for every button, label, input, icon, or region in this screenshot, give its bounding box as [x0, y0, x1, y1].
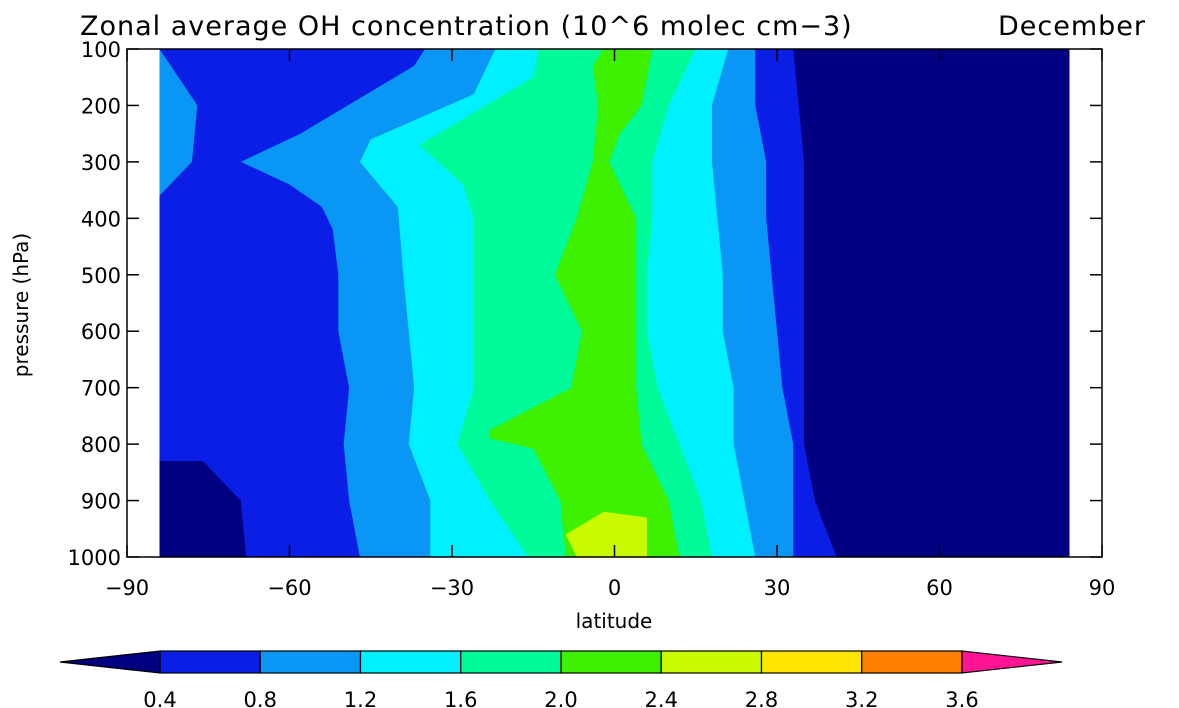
chart-month: December	[998, 11, 1146, 42]
y-tick-label: 500	[81, 264, 121, 288]
colorbar-label: 1.2	[344, 688, 377, 708]
colorbar-label: 0.8	[244, 688, 277, 708]
x-axis-label: latitude	[576, 609, 653, 633]
colorbar-segment	[460, 650, 562, 674]
x-tick-label: 60	[926, 576, 953, 600]
y-tick-label: 400	[81, 207, 121, 231]
y-tick-label: 1000	[68, 546, 121, 570]
colorbar-segment	[660, 650, 763, 674]
colorbar: 0.4 0.8 1.2 1.6 2.0 2.4 2.8 3.2 3.6	[59, 650, 1063, 708]
colorbar-label: 3.6	[945, 688, 978, 708]
colorbar-label: 2.4	[645, 688, 678, 708]
y-tick-label: 300	[81, 151, 121, 175]
contour-band-2.4-2.8	[565, 511, 647, 557]
x-tick-label: −90	[105, 576, 149, 600]
x-tick-label: −30	[430, 576, 474, 600]
contour-band-0.8-1.2-tongue	[159, 49, 198, 196]
chart-title: Zonal average OH concentration (10^6 mol…	[80, 11, 853, 42]
colorbar-segment	[359, 650, 462, 674]
colorbar-extend-low	[59, 650, 161, 674]
colorbar-label: 0.4	[143, 688, 176, 708]
x-tick-label: 0	[608, 576, 621, 600]
colorbar-extend-high	[961, 650, 1063, 674]
colorbar-segment	[259, 650, 362, 674]
y-tick-label: 200	[81, 94, 121, 118]
axes: −90 −60 −30 0 30 60 90 100 200 300 400 500 600 700 800…	[68, 38, 1116, 600]
y-tick-label: 100	[81, 38, 121, 62]
colorbar-segment	[861, 650, 963, 674]
y-axis-label: pressure (hPa)	[9, 233, 33, 377]
x-tick-label: −60	[267, 576, 311, 600]
colorbar-label: 2.0	[544, 688, 577, 708]
contour-band-2.0-2.4	[489, 49, 680, 557]
colorbar-segment	[560, 650, 662, 674]
y-tick-label: 700	[81, 377, 121, 401]
x-tick-label: 90	[1089, 576, 1116, 600]
x-tick-label: 30	[764, 576, 791, 600]
colorbar-segment	[159, 650, 261, 674]
colorbar-label: 1.6	[444, 688, 477, 708]
y-tick-label: 600	[81, 320, 121, 344]
colorbar-segment	[760, 650, 863, 674]
y-tick-label: 900	[81, 490, 121, 514]
colorbar-label: 2.8	[745, 688, 778, 708]
plot-area	[159, 49, 1070, 557]
colorbar-label: 3.2	[845, 688, 878, 708]
y-tick-label: 800	[81, 433, 121, 457]
